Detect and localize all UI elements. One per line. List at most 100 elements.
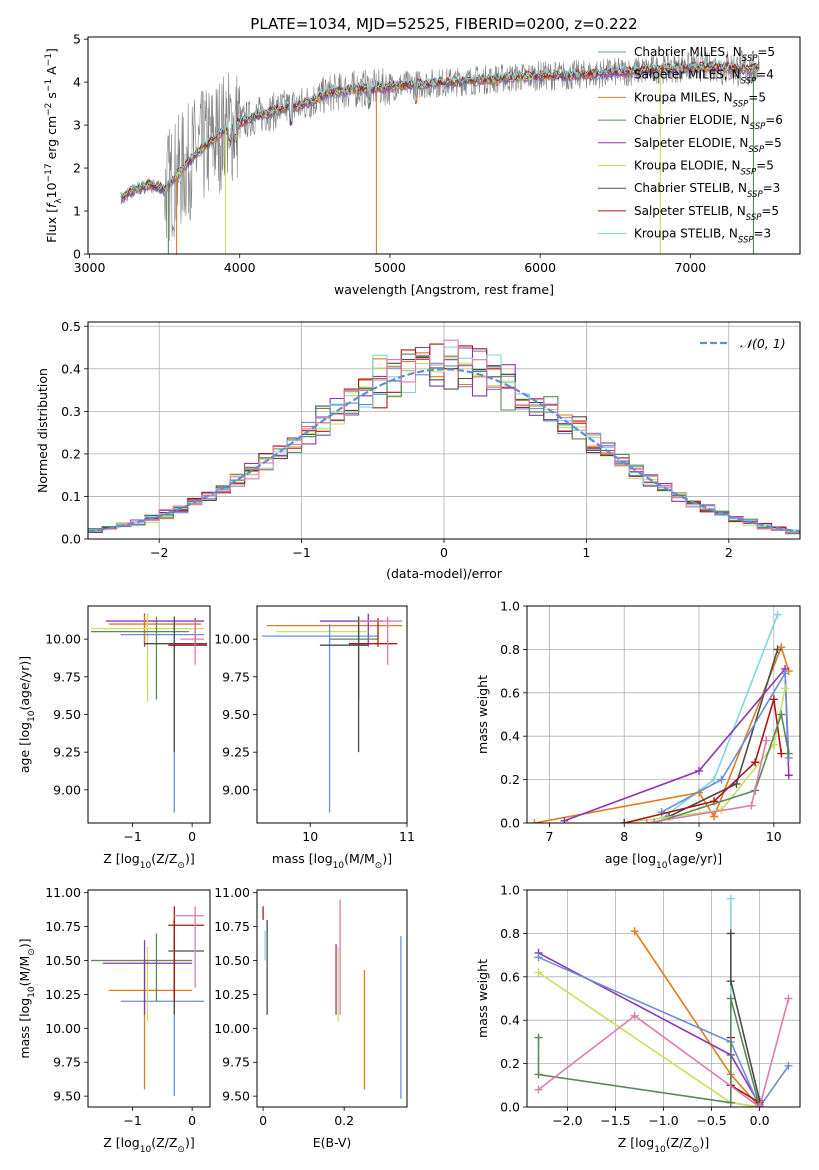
weight-marker <box>751 758 760 767</box>
label-part: mass [log <box>272 851 333 866</box>
y-tick-label: 11.00 <box>45 885 81 900</box>
y-tick-label: 0 <box>73 247 81 262</box>
y-tick-label: 0.6 <box>500 969 520 984</box>
x-tick-label: 8 <box>620 829 628 844</box>
x-tick-label: −1 <box>123 1113 141 1128</box>
label-part: −1 <box>44 53 54 66</box>
label-part: Flux [ <box>44 208 59 243</box>
legend-label: Salpeter ELODIE, NSSP=5 <box>634 136 782 155</box>
mass-vs-metallicity-panel: −1 0 9.50 9.75 10.00 10.25 10.50 10.75 11.00 <box>45 885 211 1128</box>
label-part: )] <box>185 1135 195 1150</box>
weight-marker <box>777 710 786 719</box>
spectrum-panel: 3000 4000 5000 6000 7000 0 1 2 3 4 5 <box>73 32 801 275</box>
x-tick-label: 4000 <box>224 260 256 275</box>
y-axis-label: mass weight <box>475 959 490 1038</box>
weight-marker <box>726 977 735 986</box>
y-axis-label: age [log10(age/yr)] <box>17 656 37 773</box>
y-tick-label: 0.8 <box>500 926 520 941</box>
x-axis-label: mass [log10(M/M⊙)] <box>272 851 392 871</box>
label-part: (M/M <box>344 851 375 866</box>
axes-frame <box>87 36 801 255</box>
y-tick-label: 1 <box>73 204 81 219</box>
y-tick-label: 9.25 <box>53 745 81 760</box>
y-tick-label: 0.4 <box>500 729 520 744</box>
y-tick-label: 10.00 <box>214 1021 250 1036</box>
weight-marker <box>534 968 543 977</box>
y-tick-label: 1.0 <box>500 599 520 614</box>
label-part: A <box>44 66 59 79</box>
weight-marker <box>784 771 793 780</box>
weight-marker <box>642 819 651 823</box>
y-tick-label: 10.00 <box>45 632 81 647</box>
x-tick-label: 10 <box>302 829 318 844</box>
y-tick-label: 0.1 <box>61 489 81 504</box>
x-axis-label: Z [log10(Z/Z⊙)] <box>103 1135 194 1155</box>
weight-marker <box>755 1103 764 1107</box>
label-part: )] <box>382 851 392 866</box>
y-tick-label: 0.3 <box>61 404 81 419</box>
legend-label: Chabrier ELODIE, NSSP=6 <box>634 113 783 132</box>
weight-marker <box>560 816 569 823</box>
x-tick-label: 9 <box>695 829 703 844</box>
legend-text: Kroupa ELODIE, N <box>634 159 741 173</box>
legend-sub: SSP <box>733 99 749 109</box>
legend-label: Salpeter MILES, NSSP=4 <box>634 68 774 87</box>
y-tick-label: 10.75 <box>45 919 81 934</box>
weight-marker <box>709 812 718 821</box>
x-tick-label: −1 <box>292 545 310 560</box>
label-part: (age/yr)] <box>667 851 722 866</box>
plot-area <box>530 610 793 823</box>
label-part: (Z/Z <box>151 1135 177 1150</box>
x-tick-label: 0 <box>440 545 448 560</box>
legend-sub: SSP <box>748 145 764 155</box>
legend-text: Salpeter ELODIE, N <box>634 136 748 150</box>
weight-marker <box>534 953 543 962</box>
label-part: 10 <box>27 986 37 998</box>
y-tick-label: 9.75 <box>222 669 250 684</box>
x-tick-label: 0 <box>188 1113 196 1128</box>
weight-marker <box>534 1033 543 1042</box>
legend-n: =5 <box>764 136 782 150</box>
legend-n: =6 <box>765 113 783 127</box>
weight-marker <box>773 610 782 619</box>
label-part: 10 <box>140 1145 152 1155</box>
x-axis-label: (data-model)/error <box>386 566 503 581</box>
label-part: )] <box>17 938 32 948</box>
weight-series-line <box>564 666 790 822</box>
mass-vs-ebv-panel: 0 0.2 9.50 9.75 10.00 10.25 10.50 10.75 11.00 <box>214 885 408 1128</box>
y-tick-label: 1.0 <box>500 883 520 898</box>
plot-area <box>262 899 402 1099</box>
weight-marker <box>630 1011 639 1020</box>
chart-title: PLATE=1034, MJD=52525, FIBERID=0200, z=0… <box>250 15 637 33</box>
x-tick-label: −0.5 <box>696 1113 726 1128</box>
label-part: )] <box>185 851 195 866</box>
weight-marker <box>709 775 718 784</box>
weight-marker <box>726 894 735 903</box>
legend-label: Chabrier MILES, NSSP=5 <box>634 45 775 64</box>
x-tick-label: 1 <box>582 545 590 560</box>
x-axis-label: Z [log10(Z/Z⊙)] <box>618 1135 709 1155</box>
weight-series-line <box>661 614 779 820</box>
weight-marker <box>781 684 790 693</box>
y-axis-label: Normed distribution <box>35 368 50 493</box>
label-part: (M/M <box>17 956 32 987</box>
label-part: (Z/Z <box>666 1135 692 1150</box>
label-part: Z [log <box>103 851 139 866</box>
histogram-series <box>88 356 800 534</box>
plot-area <box>90 906 205 1097</box>
plot-area <box>120 49 760 254</box>
legend-sub: SSP <box>750 122 766 132</box>
weight-marker <box>784 1061 793 1070</box>
x-tick-label: −1.0 <box>648 1113 678 1128</box>
legend-text: Chabrier ELODIE, N <box>634 113 750 127</box>
y-tick-label: 0.2 <box>500 772 520 787</box>
label-part: ⊙ <box>375 861 383 871</box>
weight-marker <box>657 808 666 817</box>
weight-marker <box>784 749 793 758</box>
x-tick-label: −2 <box>150 545 168 560</box>
y-tick-label: 10.50 <box>45 953 81 968</box>
label-part: )] <box>699 1135 709 1150</box>
legend-text: Chabrier MILES, N <box>634 45 742 59</box>
weight-marker <box>530 819 539 823</box>
y-tick-label: 4 <box>73 75 81 90</box>
